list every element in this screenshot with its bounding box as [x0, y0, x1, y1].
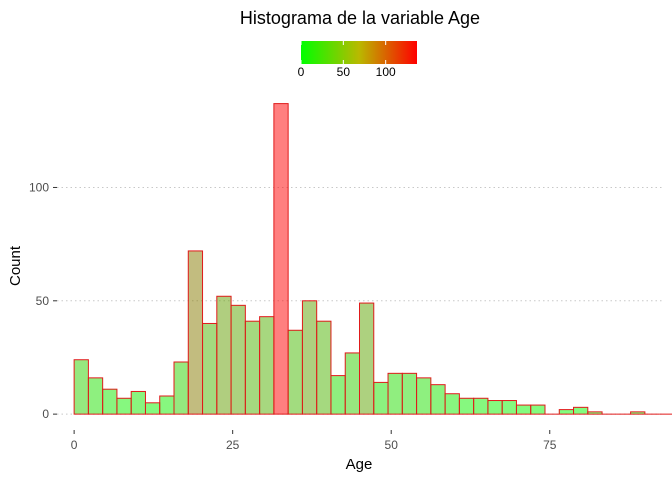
histogram-bar [444, 393, 460, 415]
histogram-bar [515, 404, 532, 415]
histogram-bar [159, 395, 175, 415]
legend-colorbar [301, 41, 417, 64]
legend-ticks: 0 50 100 [298, 41, 396, 79]
histogram-bar [202, 322, 218, 415]
histogram-bar [530, 404, 546, 415]
histogram-bars [73, 103, 672, 415]
histogram-bar [273, 103, 289, 415]
histogram-bar [144, 402, 161, 415]
histogram-bar [573, 406, 589, 415]
legend-tick-label: 0 [298, 65, 305, 79]
x-tick-label: 25 [226, 438, 240, 452]
y-axis-title: Count [7, 245, 24, 286]
x-tick-label: 0 [71, 438, 78, 452]
histogram-bar [87, 377, 104, 415]
histogram-bar [244, 320, 261, 415]
histogram-bar [102, 388, 118, 415]
histogram-bar [216, 295, 232, 415]
chart-title: Histograma de la variable Age [240, 8, 480, 28]
histogram-bar [287, 329, 303, 415]
histogram-bar [173, 361, 189, 415]
y-axis: 0 50 100 [29, 180, 57, 421]
histogram-bar [401, 372, 418, 415]
histogram-bar [458, 397, 475, 415]
legend-tick-label: 100 [376, 65, 396, 79]
histogram-bar [130, 390, 146, 415]
x-tick-label: 75 [543, 438, 557, 452]
histogram-bar [473, 397, 489, 415]
histogram-bar [587, 411, 603, 415]
histogram-bar [316, 320, 332, 415]
histogram-bar [344, 352, 361, 415]
histogram-bar [487, 400, 503, 415]
histogram-bar [301, 300, 318, 415]
histogram-bar [259, 316, 275, 415]
histogram-bar [558, 409, 575, 415]
y-tick-label: 100 [29, 180, 49, 194]
x-axis: 0 25 50 75 [71, 430, 557, 452]
histogram-bar [416, 377, 432, 415]
histogram-bar [630, 411, 646, 415]
histogram-bar [359, 302, 375, 415]
histogram-bar [387, 372, 403, 415]
color-legend: 0 50 100 [298, 41, 417, 79]
x-tick-label: 50 [385, 438, 399, 452]
histogram-bar [373, 381, 389, 415]
y-tick-label: 0 [42, 407, 49, 421]
histogram-bar [330, 375, 346, 415]
histogram-bar [187, 250, 204, 415]
histogram-bar [430, 384, 446, 415]
histogram-bar [230, 304, 246, 415]
y-tick-label: 50 [36, 294, 50, 308]
histogram-bar [73, 359, 89, 415]
legend-tick-label: 50 [337, 65, 351, 79]
x-axis-title: Age [346, 456, 373, 473]
histogram-bar [116, 397, 132, 415]
histogram-bar [501, 400, 517, 415]
